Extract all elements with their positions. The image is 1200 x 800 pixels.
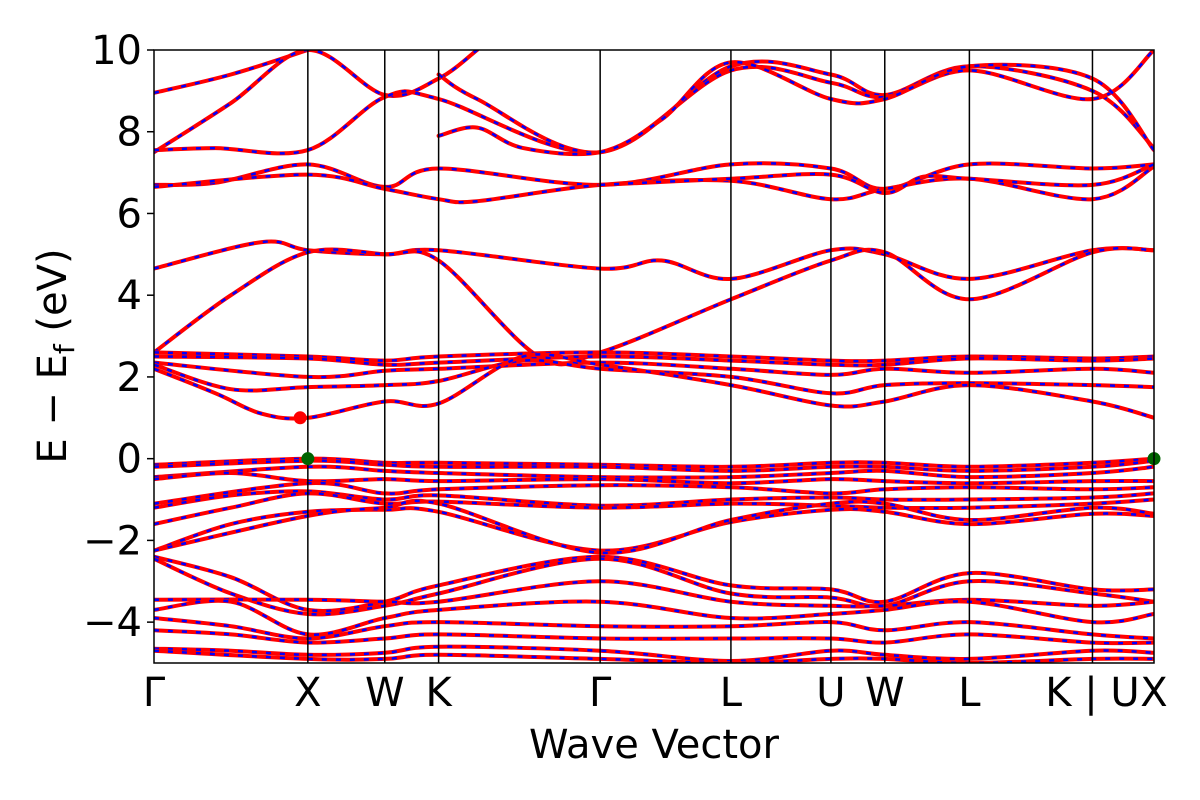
band-line-overlay-12 [154, 361, 1154, 379]
band-line-3 [436, 50, 1154, 155]
band-line-overlay-31 [154, 649, 1154, 663]
x-tick-label-3: K [425, 670, 453, 716]
x-tick-label-10: X [1140, 670, 1167, 716]
band-line-overlay-6 [154, 165, 1154, 204]
band-line-overlay-8 [154, 240, 1154, 281]
y-tick-label-7: 10 [91, 28, 142, 74]
kpoint-divider-lines [307, 50, 1094, 663]
x-tick-label-4: Γ [589, 670, 612, 716]
band-line-26 [154, 579, 1154, 609]
x-tick-label-0: Γ [143, 670, 166, 716]
y-tick-label-2: 0 [117, 437, 142, 483]
y-tick-label-1: −2 [83, 518, 142, 564]
extremum-markers [293, 411, 1161, 466]
band-line-overlay-26 [154, 580, 1154, 608]
y-axis-label-main: E − E [30, 354, 76, 464]
x-tick-label-7: W [865, 670, 905, 716]
extremum-marker-0 [293, 411, 307, 425]
band-line-overlay-1 [154, 50, 478, 154]
band-line-6 [154, 164, 1154, 205]
band-line-overlay-27 [154, 599, 1154, 636]
band-line-1 [154, 50, 480, 155]
band-line-overlay-11 [154, 355, 1154, 367]
y-tick-label-5: 6 [117, 191, 142, 237]
y-tick-label-6: 8 [117, 110, 142, 156]
band-line-27 [154, 598, 1154, 637]
y-tick-label-0: −4 [83, 600, 142, 646]
band-lines [154, 50, 1154, 663]
x-axis-label: Wave Vector [529, 722, 780, 768]
x-tick-label-8: L [958, 670, 981, 716]
y-axis-label-unit: (eV) [30, 248, 76, 344]
band-line-overlay-4 [438, 61, 1154, 156]
band-line-overlay-16 [154, 459, 1154, 473]
y-axis-label-subscript: f [48, 343, 81, 354]
x-tick-label-9: K | U [1045, 670, 1139, 716]
plot-frame [153, 49, 1155, 664]
band-line-overlay-9 [154, 246, 1154, 366]
band-line-9 [154, 246, 1154, 367]
band-line-overlay-30 [154, 645, 1154, 663]
y-axis-label: E − Ef (eV) [30, 248, 81, 463]
band-line-overlay-25 [154, 557, 1154, 616]
band-line-overlay-23 [154, 499, 1154, 555]
x-tick-label-5: L [720, 670, 743, 716]
x-tick-label-1: X [294, 670, 321, 716]
band-line-0 [154, 50, 310, 95]
x-tick-label-2: W [365, 670, 405, 716]
y-axis-ticks: −4 −2 0 2 4 6 8 10 [83, 28, 154, 646]
y-tick-label-3: 2 [117, 355, 142, 401]
band-line-overlay-10 [154, 351, 1154, 363]
band-line-overlay-19 [154, 481, 1154, 505]
x-tick-label-6: U [816, 670, 845, 716]
extremum-marker-1 [301, 452, 315, 466]
band-line-overlay-17 [154, 465, 1154, 479]
y-tick-label-4: 4 [117, 273, 142, 319]
